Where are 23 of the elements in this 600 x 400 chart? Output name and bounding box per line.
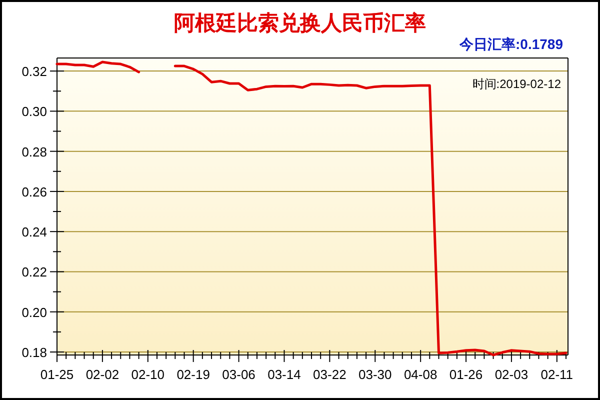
x-tick-label: 02-19: [176, 367, 210, 382]
x-tick-label: 02-10: [131, 367, 165, 382]
x-tick-label: 03-06: [222, 367, 256, 382]
x-tick-label: 02-02: [86, 367, 120, 382]
y-tick-label: 0.22: [22, 264, 47, 280]
annotation: 时间:2019-02-12: [472, 77, 562, 91]
y-tick-label: 0.32: [22, 64, 47, 80]
x-tick-label: 02-11: [540, 367, 574, 382]
x-tick-label: 01-25: [40, 367, 74, 382]
y-tick-label: 0.18: [22, 344, 47, 360]
y-tick-label: 0.24: [22, 224, 47, 240]
chart-title: 阿根廷比索兑换人民币汇率: [174, 11, 426, 35]
x-tick-label: 04-08: [404, 367, 438, 382]
x-tick-label: 03-30: [358, 367, 392, 382]
y-tick-label: 0.20: [22, 304, 47, 320]
x-tick-label: 02-03: [494, 367, 528, 382]
y-tick-label: 0.28: [22, 144, 47, 160]
x-tick-label: 01-26: [449, 367, 483, 382]
y-tick-label: 0.26: [22, 184, 47, 200]
y-tick-label: 0.30: [22, 104, 47, 120]
x-tick-label: 03-14: [268, 367, 301, 382]
x-tick-label: 03-22: [313, 367, 346, 382]
chart-subtitle: 今日汇率:0.1789: [458, 36, 564, 52]
